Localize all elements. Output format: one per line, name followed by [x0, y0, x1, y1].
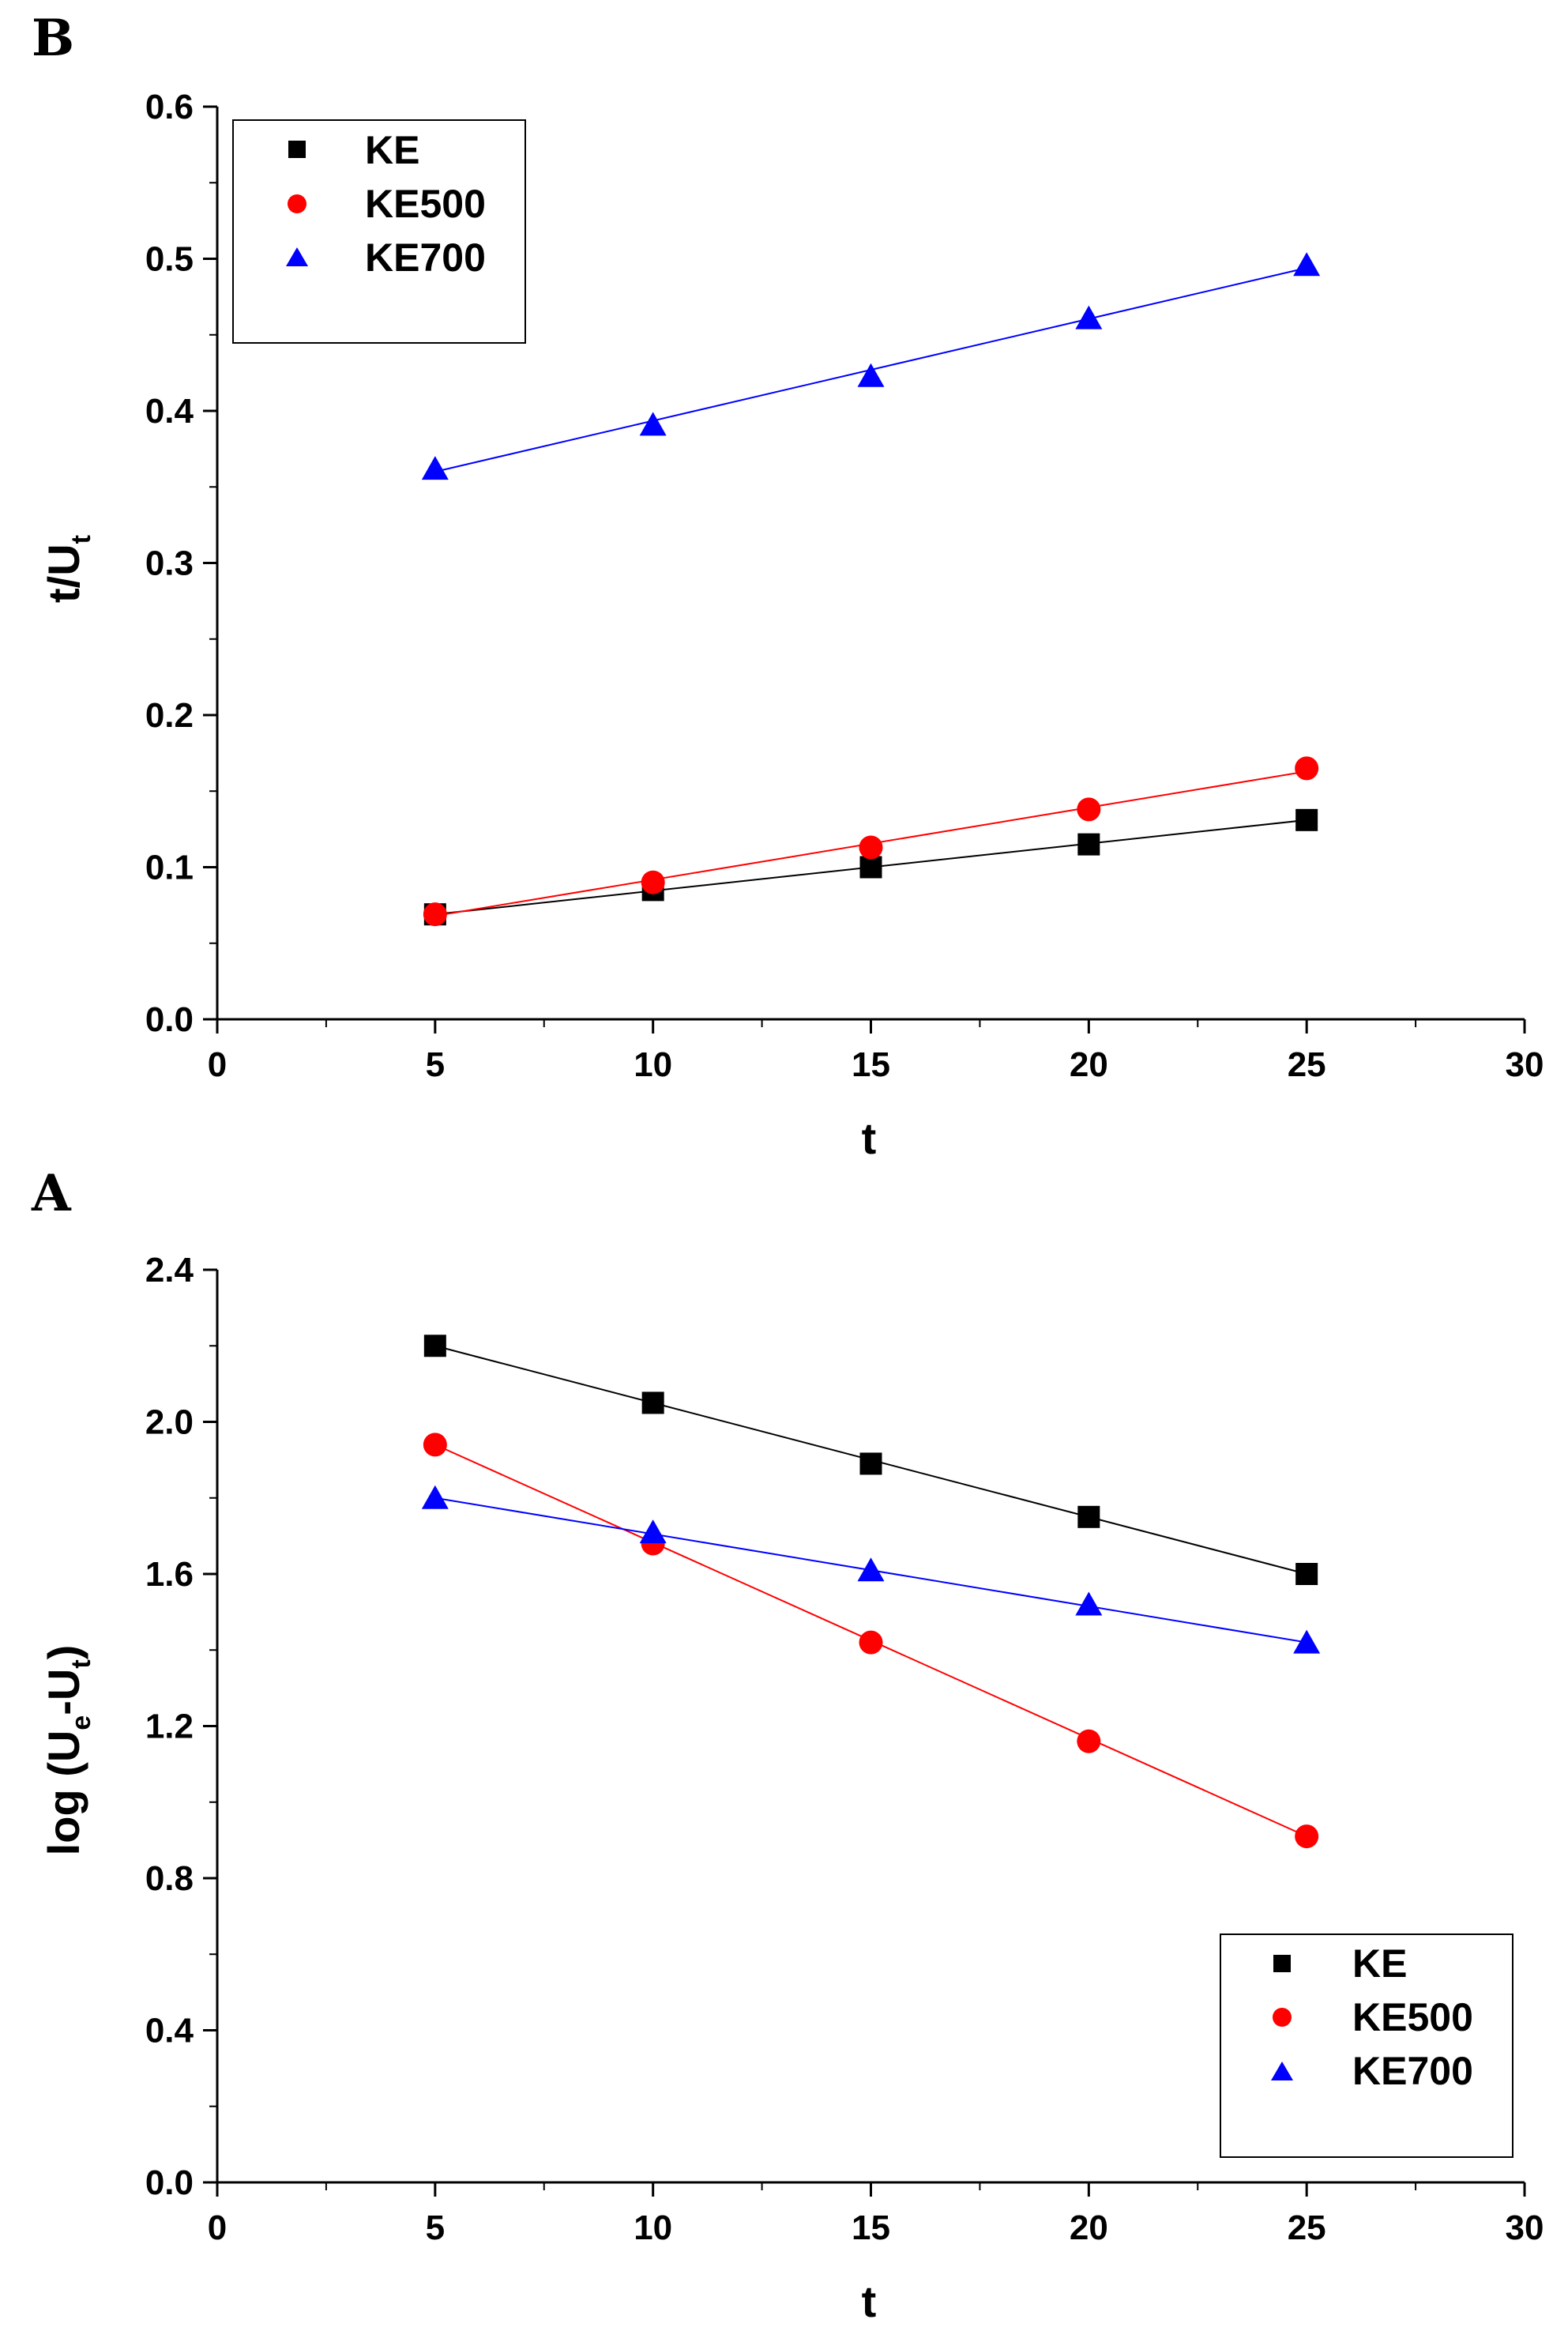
panel-b-ke-point	[1295, 808, 1318, 831]
panel-a-ke700-point	[1075, 1591, 1103, 1616]
panel-a-ke-point	[1295, 1563, 1318, 1585]
panel-a-axes: 0 5 10 15 20 25 30 0.0 0.4 0.8 1.2 1.6 2.0 2.4	[145, 1251, 1544, 2247]
panel-a-x-tick-label: 30	[1506, 2208, 1544, 2247]
panel-b-y-axis-title: t/Ut	[39, 535, 96, 603]
panel-a-legend-ke-marker	[1273, 1955, 1291, 1972]
panel-b-markers	[421, 252, 1321, 927]
panel-b-y-tick-label: 0.5	[145, 240, 194, 279]
panel-b-x-tick-label: 0	[208, 1045, 227, 1084]
panel-b-ke700-point	[857, 363, 885, 387]
panel-a-ke-point	[1077, 1505, 1100, 1528]
panel-a-legend: KE KE500 KE700	[1220, 1933, 1513, 2158]
panel-a-x-axis-title: t	[862, 2276, 877, 2326]
panel-a-legend-ke700-label: KE700	[1352, 2049, 1473, 2093]
panel-b-ke700-point	[639, 412, 667, 436]
panel-b-x-tick-label: 10	[634, 1045, 672, 1084]
panel-a-y-tick-label: 0.8	[145, 1859, 194, 1898]
panel-b-y-tick-label: 0.3	[145, 544, 194, 583]
panel-a-ke500-point	[423, 1433, 447, 1457]
panel-a-y-tick-label: 0.0	[145, 2163, 194, 2202]
panel-a-ke700-point	[1293, 1629, 1321, 1654]
panel-b-y-tick-label: 0.4	[145, 392, 194, 431]
panel-a-x-tick-label: 20	[1070, 2208, 1108, 2247]
panel-a-y-tick-label: 1.2	[145, 1708, 194, 1746]
panel-b-legend-ke500-marker	[288, 194, 306, 213]
panel-b-y-tick-label: 0.1	[145, 849, 194, 887]
panel-b-legend-ke700-label: KE700	[365, 235, 486, 280]
panel-a-x-tick-label: 15	[852, 2208, 890, 2247]
panel-a-fit-lines	[434, 1345, 1307, 1837]
panel-a-markers	[421, 1335, 1321, 1849]
panel-a-y-axis-title: log (Ue-Ut)	[39, 1645, 96, 1856]
panel-a-ke-point	[859, 1452, 882, 1475]
panel-a-ke500-point	[1295, 1824, 1319, 1849]
panel-a-legend-ke500-label: KE500	[1352, 1995, 1473, 2039]
panel-b-letter: B	[32, 9, 74, 68]
panel-a-legend-ke700-marker	[1271, 2061, 1293, 2080]
panel-b-ke700-point	[421, 456, 449, 480]
panel-a-x-tick-label: 10	[634, 2208, 672, 2247]
panel-b-x-tick-label: 5	[426, 1045, 445, 1084]
panel-a-ke500-point	[1077, 1729, 1101, 1753]
panel-a-y-tick-label: 1.6	[145, 1555, 194, 1594]
panel-a-x-tick-label: 0	[208, 2208, 227, 2247]
panel-a-ke700-point	[421, 1485, 449, 1509]
panel-b-axes: 0 5 10 15 20 25 30 0.0 0.1 0.2 0.3 0.4 0.5 0.6	[145, 88, 1544, 1084]
panel-a-ke-point	[641, 1391, 664, 1414]
panel-b-legend: KE KE500 KE700	[232, 119, 526, 344]
panel-b-legend-ke-marker	[288, 141, 306, 158]
panel-b-ke-point	[1077, 833, 1100, 856]
panel-b-ke500-point	[1295, 756, 1319, 781]
panel-b-ke-point	[859, 856, 882, 879]
panel-b-legend-ke-label: KE	[365, 128, 419, 172]
panel-b-ke700-point	[1075, 305, 1103, 329]
panel-a-x-tick-label: 25	[1288, 2208, 1326, 2247]
panel-b-x-tick-label: 30	[1506, 1045, 1544, 1084]
panel-b-legend-ke700-marker	[286, 247, 308, 266]
panel-b-x-axis-title: t	[862, 1113, 877, 1163]
panel-b-ke700-point	[1293, 252, 1321, 277]
panel-a-ke500-point	[859, 1630, 883, 1655]
panel-a-chart: A 0 5 10 15 20 25 30 0.0 0.4 0.8 1.2 1.6 2.0 2.4 t lo…	[31, 1164, 1544, 2326]
panel-a-y-tick-label: 2.0	[145, 1403, 194, 1442]
panel-b-chart: B 0 5 10 15 20 25 30 0.0 0.1 0.2 0.3 0.4 0.5 0.6 t t/…	[32, 9, 1544, 1163]
panel-b-x-tick-label: 25	[1288, 1045, 1326, 1084]
panel-b-y-tick-label: 0.0	[145, 1000, 194, 1039]
panel-b-ke500-point	[1077, 797, 1101, 822]
panel-b-ke500-point	[423, 902, 447, 927]
panel-a-x-tick-label: 5	[426, 2208, 445, 2247]
panel-a-ke-point	[423, 1335, 446, 1357]
panel-b-ke500-point	[859, 835, 883, 860]
panel-b-x-tick-label: 15	[852, 1045, 890, 1084]
panel-b-x-tick-label: 20	[1070, 1045, 1108, 1084]
panel-b-legend-ke500-label: KE500	[365, 182, 486, 226]
panel-a-legend-ke500-marker	[1273, 2008, 1292, 2027]
panel-a-ke700-point	[639, 1519, 667, 1544]
panel-a-ke700-point	[857, 1557, 885, 1582]
panel-a-legend-ke-label: KE	[1352, 1941, 1407, 1986]
panel-b-y-tick-label: 0.2	[145, 696, 194, 735]
panel-b-y-tick-label: 0.6	[145, 88, 194, 126]
panel-a-y-tick-label: 0.4	[145, 2012, 194, 2050]
panel-a-letter: A	[31, 1164, 72, 1223]
panel-a-y-tick-label: 2.4	[145, 1251, 194, 1290]
panel-b-ke500-point	[641, 870, 665, 894]
